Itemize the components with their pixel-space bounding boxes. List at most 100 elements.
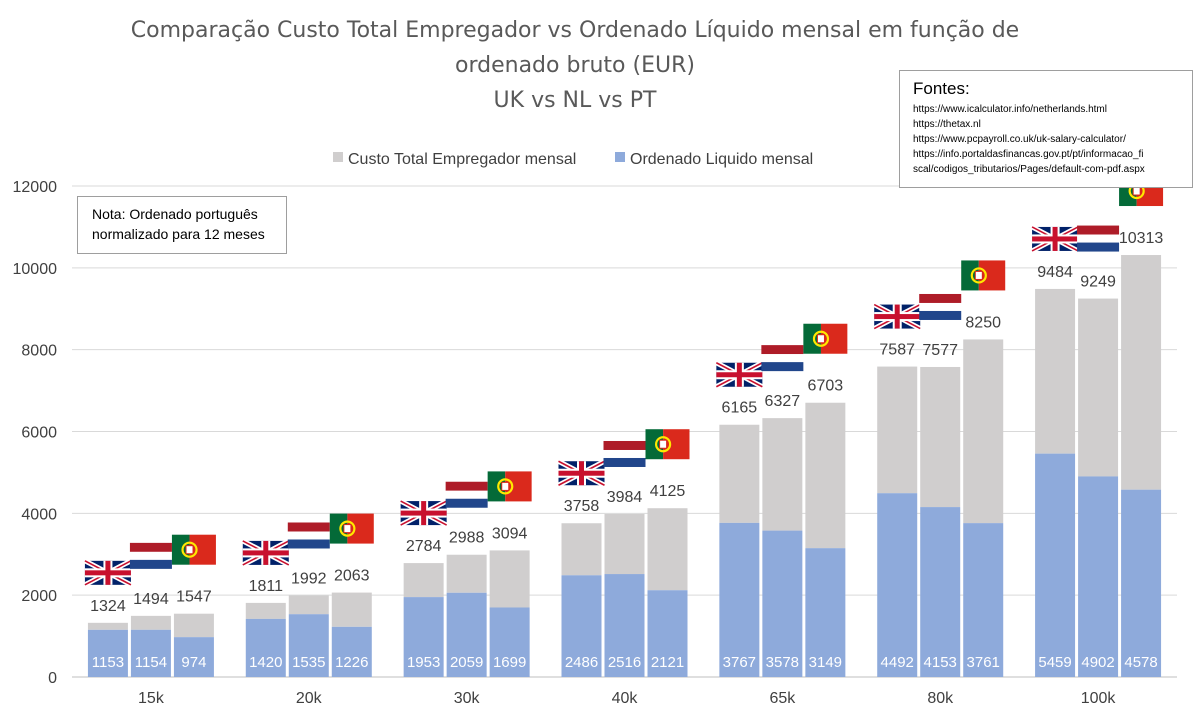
- bar-employer-cost-pt: [1121, 255, 1162, 490]
- data-label-net-salary: 2059: [450, 654, 483, 671]
- data-label-employer-cost: 4125: [650, 483, 686, 500]
- nl-flag-icon: [1077, 225, 1120, 252]
- data-label-net-salary: 3767: [723, 654, 756, 671]
- bar-net-salary-uk: [561, 575, 602, 677]
- nl-flag-icon: [603, 440, 646, 467]
- bar-net-salary-uk: [1035, 453, 1076, 677]
- data-label-net-salary: 2516: [608, 654, 641, 671]
- data-label-employer-cost: 2784: [406, 538, 442, 555]
- data-label-employer-cost: 6165: [722, 400, 758, 417]
- bar-employer-cost-uk: [245, 602, 286, 619]
- bar-employer-cost-uk: [719, 424, 760, 523]
- bar-net-salary-pt: [331, 626, 372, 677]
- data-label-net-salary: 1154: [135, 654, 167, 671]
- legend-label-employer-cost: Custo Total Empregador mensal: [348, 151, 576, 168]
- data-label-net-salary: 3149: [809, 654, 842, 671]
- y-tick-label: 12000: [13, 179, 58, 196]
- bar-net-salary-uk: [87, 629, 128, 677]
- data-label-net-salary: 4902: [1081, 654, 1114, 671]
- bars: [87, 255, 1162, 677]
- data-label-net-salary: 1226: [335, 654, 368, 671]
- chart-title: Comparação Custo Total Empregador vs Ord…: [131, 18, 1019, 113]
- data-label-employer-cost: 1324: [90, 598, 126, 615]
- bar-employer-cost-pt: [963, 339, 1004, 524]
- bar-net-salary-pt: [805, 548, 846, 677]
- data-label-employer-cost: 1494: [133, 591, 169, 608]
- x-tick-label: 65k: [769, 690, 796, 707]
- bar-employer-cost-pt: [489, 550, 530, 608]
- pt-flag-icon: [803, 323, 848, 354]
- data-label-net-salary: 3578: [766, 654, 799, 671]
- bar-employer-cost-nl: [130, 615, 171, 630]
- data-label-employer-cost: 6703: [808, 378, 844, 395]
- bar-net-salary-uk: [877, 493, 918, 677]
- data-label-employer-cost: 2988: [449, 530, 485, 547]
- bar-net-salary-pt: [173, 637, 214, 677]
- bar-employer-cost-nl: [920, 366, 961, 508]
- uk-flag-icon: [241, 538, 290, 568]
- x-tick-label: 20k: [296, 690, 323, 707]
- legend-label-net-salary: Ordenado Liquido mensal: [630, 151, 813, 168]
- bar-employer-cost-nl: [1078, 298, 1119, 477]
- chart-title-line-1: Comparação Custo Total Empregador vs Ord…: [131, 18, 1019, 43]
- x-axis: 15k 20k 30k 40k 65k 80k 100k: [138, 690, 1116, 707]
- uk-flag-icon: [399, 498, 448, 528]
- y-axis: 0 2000 4000 6000 8000 10000 12000: [13, 179, 58, 687]
- bar-net-salary-nl: [130, 629, 171, 677]
- x-tick-label: 30k: [454, 690, 481, 707]
- data-labels: 1324 1153 1494 1154 1547 974 1811 1420 1992 1535 2…: [90, 230, 1163, 671]
- nl-flag-icon: [761, 345, 804, 372]
- y-tick-label: 6000: [21, 425, 57, 442]
- bar-employer-cost-nl: [762, 418, 803, 531]
- data-label-employer-cost: 1547: [176, 589, 212, 606]
- note-line-2: normalizado para 12 meses: [92, 226, 265, 242]
- uk-flag-icon: [715, 360, 764, 389]
- bar-net-salary-nl: [604, 574, 645, 677]
- data-label-employer-cost: 7587: [879, 342, 915, 359]
- data-label-employer-cost: 3094: [492, 525, 528, 542]
- nl-flag-icon: [287, 522, 330, 549]
- uk-flag-icon: [1030, 224, 1080, 254]
- nl-flag-icon: [919, 293, 962, 320]
- data-label-net-salary: 2121: [651, 654, 684, 671]
- sources-title: Fontes:: [913, 79, 970, 98]
- data-label-employer-cost: 1811: [249, 578, 284, 595]
- pt-flag-icon: [329, 513, 374, 544]
- bar-net-salary-nl: [446, 592, 487, 677]
- bar-net-salary-nl: [1078, 476, 1119, 677]
- data-label-net-salary: 1699: [493, 654, 526, 671]
- bar-net-salary-uk: [403, 597, 444, 677]
- data-label-employer-cost: 3984: [607, 489, 643, 506]
- source-link-5: scal/codigos_tributarios/Pages/default-c…: [913, 164, 1145, 175]
- data-label-net-salary: 1153: [92, 654, 124, 671]
- y-tick-label: 10000: [13, 261, 58, 278]
- pt-flag-icon: [645, 429, 690, 460]
- source-link-2: https://thetax.nl: [913, 119, 981, 130]
- bar-employer-cost-pt: [173, 613, 214, 638]
- data-label-employer-cost: 10313: [1119, 230, 1164, 247]
- bar-employer-cost-nl: [446, 554, 487, 593]
- bar-net-salary-nl: [762, 530, 803, 677]
- bar-net-salary-nl: [920, 507, 961, 677]
- flags: [83, 176, 1164, 588]
- legend-swatch-net-salary: [615, 152, 625, 162]
- uk-flag-icon: [83, 558, 133, 588]
- bar-net-salary-nl: [288, 614, 329, 677]
- x-tick-label: 80k: [927, 690, 954, 707]
- x-tick-label: 40k: [612, 690, 639, 707]
- legend-swatch-employer-cost: [333, 152, 343, 162]
- data-label-net-salary: 1953: [407, 654, 440, 671]
- bar-employer-cost-nl: [604, 513, 645, 575]
- sources-box: Fontes: https://www.icalculator.info/net…: [899, 70, 1193, 188]
- chart-title-line-3: UK vs NL vs PT: [494, 88, 657, 113]
- bar-employer-cost-uk: [403, 563, 444, 598]
- bar-employer-cost-uk: [561, 523, 602, 576]
- source-link-3: https://www.pcpayroll.co.uk/uk-salary-ca…: [913, 134, 1126, 145]
- y-tick-label: 2000: [21, 588, 57, 605]
- bar-net-salary-pt: [489, 607, 530, 677]
- data-label-net-salary: 4153: [924, 654, 957, 671]
- bar-employer-cost-pt: [331, 592, 372, 627]
- data-label-net-salary: 1420: [249, 654, 282, 671]
- chart-title-line-2: ordenado bruto (EUR): [455, 53, 695, 78]
